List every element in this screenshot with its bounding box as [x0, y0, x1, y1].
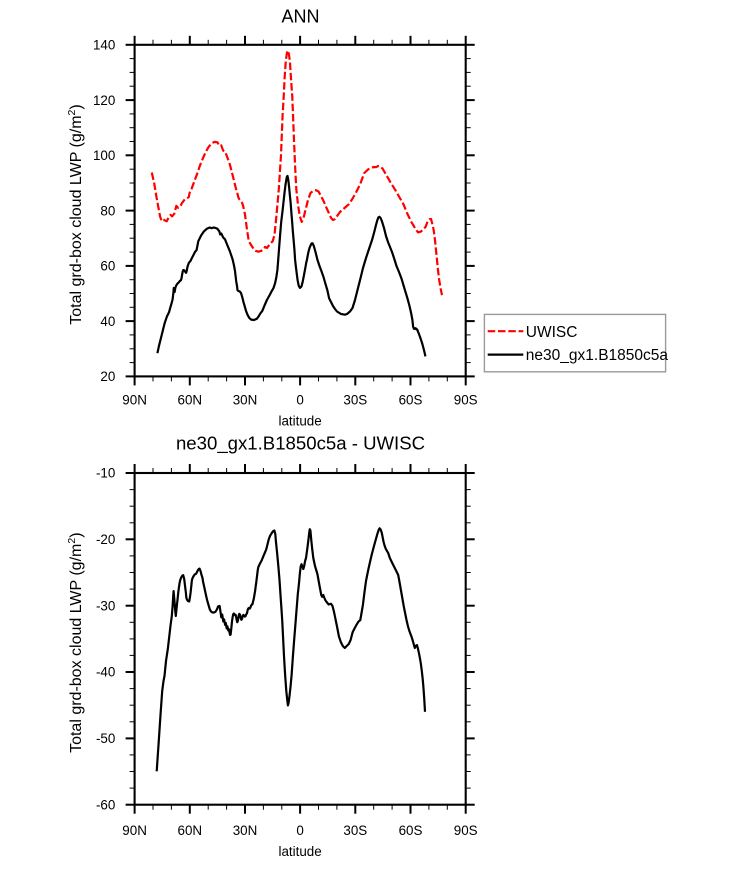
- svg-text:80: 80: [100, 203, 115, 218]
- svg-text:-40: -40: [96, 665, 115, 680]
- svg-text:20: 20: [100, 369, 115, 384]
- svg-text:60: 60: [100, 259, 115, 274]
- svg-text:120: 120: [93, 93, 115, 108]
- svg-text:90S: 90S: [454, 823, 478, 838]
- svg-text:90N: 90N: [122, 392, 147, 407]
- svg-text:40: 40: [100, 314, 115, 329]
- svg-text:30S: 30S: [343, 823, 367, 838]
- svg-text:30N: 30N: [233, 392, 258, 407]
- svg-text:60N: 60N: [178, 392, 203, 407]
- svg-text:60N: 60N: [178, 823, 203, 838]
- svg-text:100: 100: [93, 148, 115, 163]
- svg-text:30N: 30N: [233, 823, 258, 838]
- svg-text:Total grd-box cloud LWP (g/m2): Total grd-box cloud LWP (g/m2): [66, 532, 85, 752]
- svg-text:ne30_gx1.B1850c5a: ne30_gx1.B1850c5a: [526, 347, 669, 364]
- svg-text:-50: -50: [96, 731, 115, 746]
- svg-text:UWISC: UWISC: [526, 324, 578, 341]
- svg-text:-30: -30: [96, 598, 115, 613]
- svg-text:0: 0: [296, 392, 303, 407]
- svg-text:-60: -60: [96, 797, 115, 812]
- svg-text:60S: 60S: [399, 823, 423, 838]
- svg-text:latitude: latitude: [279, 414, 322, 429]
- svg-text:ne30_gx1.B1850c5a - UWISC: ne30_gx1.B1850c5a - UWISC: [176, 432, 425, 454]
- svg-text:30S: 30S: [343, 392, 367, 407]
- svg-text:ANN: ANN: [281, 7, 319, 27]
- svg-text:140: 140: [93, 38, 115, 53]
- svg-text:60S: 60S: [399, 392, 423, 407]
- svg-text:Total grd-box cloud LWP (g/m2): Total grd-box cloud LWP (g/m2): [66, 104, 85, 324]
- svg-text:90S: 90S: [454, 392, 478, 407]
- svg-text:-20: -20: [96, 532, 115, 547]
- svg-text:-10: -10: [96, 466, 115, 481]
- svg-text:latitude: latitude: [279, 844, 322, 859]
- svg-text:0: 0: [296, 823, 303, 838]
- svg-text:90N: 90N: [122, 823, 147, 838]
